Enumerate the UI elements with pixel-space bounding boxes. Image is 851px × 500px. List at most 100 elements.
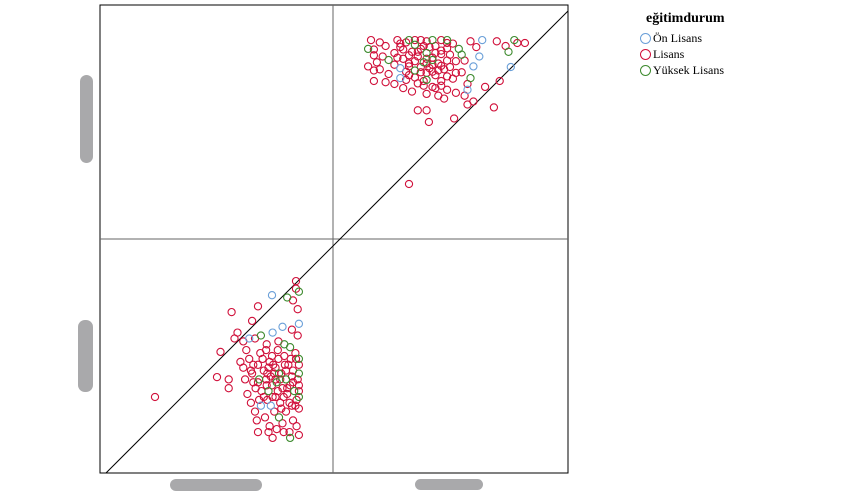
- point-bottom-left: [253, 302, 263, 311]
- point-bottom-left: [216, 347, 225, 357]
- point-bottom-left: [267, 351, 277, 361]
- point-bottom-left: [270, 407, 279, 416]
- point-bottom-left: [256, 331, 266, 340]
- point-top-right: [495, 76, 504, 86]
- point-top-right: [449, 114, 459, 123]
- redacted-x-label-right: [415, 479, 483, 490]
- point-bottom-left: [288, 378, 298, 387]
- point-top-right: [404, 35, 414, 45]
- point-top-right: [431, 48, 440, 58]
- point-top-right: [381, 41, 390, 51]
- point-bottom-left: [150, 392, 160, 402]
- point-top-right: [372, 58, 382, 67]
- point-bottom-left: [259, 392, 268, 402]
- point-top-right: [451, 88, 461, 97]
- point-bottom-left: [278, 419, 287, 428]
- point-top-right: [422, 48, 431, 58]
- point-bottom-left: [264, 386, 273, 396]
- point-top-right: [399, 83, 408, 93]
- point-top-right: [466, 37, 475, 46]
- point-top-right: [410, 40, 420, 49]
- point-bottom-left: [246, 398, 256, 407]
- point-top-right: [375, 65, 384, 74]
- point-top-right: [401, 75, 411, 85]
- point-top-right: [390, 60, 399, 69]
- legend-title: eğitimdurum: [646, 11, 725, 26]
- point-top-right: [378, 52, 387, 61]
- point-top-right: [410, 66, 420, 75]
- point-top-right: [520, 38, 530, 48]
- point-top-right: [369, 45, 379, 54]
- point-top-right: [442, 72, 452, 81]
- point-bottom-left: [273, 345, 282, 355]
- point-top-right: [369, 66, 379, 75]
- legend-item-yuksek-lisans: Yüksek Lisans: [640, 62, 725, 78]
- point-bottom-left: [260, 413, 270, 422]
- point-top-right: [434, 91, 443, 100]
- point-bottom-left: [253, 427, 263, 437]
- point-bottom-left: [266, 401, 275, 410]
- point-top-right: [428, 67, 437, 76]
- legend: eğitimdurum Ön Lisans Lisans Yüksek Lisa…: [640, 11, 725, 78]
- point-top-right: [416, 44, 425, 54]
- point-bottom-left: [281, 375, 291, 384]
- point-top-right: [466, 73, 475, 83]
- point-bottom-left: [285, 343, 295, 352]
- legend-item-lisans: Lisans: [640, 46, 725, 62]
- point-top-right: [404, 71, 414, 80]
- point-bottom-left: [250, 407, 260, 416]
- point-top-right: [428, 35, 437, 45]
- point-top-right: [472, 42, 481, 52]
- point-bottom-left: [245, 354, 254, 364]
- point-top-right: [413, 52, 422, 61]
- point-top-right: [451, 57, 461, 66]
- point-bottom-left: [293, 331, 302, 340]
- point-bottom-left: [243, 389, 252, 399]
- point-bottom-left: [292, 422, 301, 431]
- legend-item-on-lisans: Ön Lisans: [640, 30, 725, 46]
- point-bottom-left: [233, 328, 242, 337]
- point-top-right: [363, 62, 373, 71]
- point-top-right: [396, 42, 405, 52]
- point-top-right: [457, 68, 466, 77]
- point-top-right: [451, 68, 461, 78]
- point-top-right: [463, 85, 472, 94]
- point-bottom-left: [294, 392, 304, 402]
- point-bottom-left: [256, 401, 266, 410]
- point-top-right: [369, 51, 379, 60]
- point-bottom-left: [254, 395, 264, 405]
- point-top-right: [404, 59, 414, 68]
- point-bottom-left: [294, 386, 304, 396]
- point-bottom-left: [224, 384, 233, 393]
- point-top-right: [419, 58, 428, 67]
- point-bottom-left: [285, 381, 295, 390]
- point-top-right: [489, 103, 499, 112]
- point-top-right: [437, 76, 446, 86]
- point-top-right: [478, 35, 487, 45]
- point-top-right: [375, 38, 384, 47]
- point-bottom-left: [291, 284, 301, 293]
- point-top-right: [381, 78, 390, 87]
- point-top-right: [404, 51, 414, 60]
- point-bottom-left: [268, 433, 277, 443]
- point-top-right: [396, 73, 405, 83]
- point-bottom-left: [263, 369, 272, 378]
- point-top-right: [475, 52, 484, 61]
- point-top-right: [492, 37, 501, 46]
- point-bottom-left: [254, 375, 264, 384]
- point-bottom-left: [279, 392, 288, 402]
- point-top-right: [445, 62, 455, 72]
- point-top-right: [442, 35, 452, 45]
- point-bottom-left: [294, 319, 304, 328]
- point-bottom-left: [294, 354, 304, 364]
- point-bottom-left: [281, 366, 291, 375]
- point-top-right: [437, 35, 446, 45]
- point-bottom-left: [287, 401, 297, 410]
- point-bottom-left: [249, 360, 258, 369]
- point-bottom-left: [264, 427, 273, 437]
- point-top-right: [413, 106, 422, 115]
- point-top-right: [422, 106, 431, 115]
- point-bottom-left: [239, 363, 248, 372]
- point-top-right: [469, 62, 478, 71]
